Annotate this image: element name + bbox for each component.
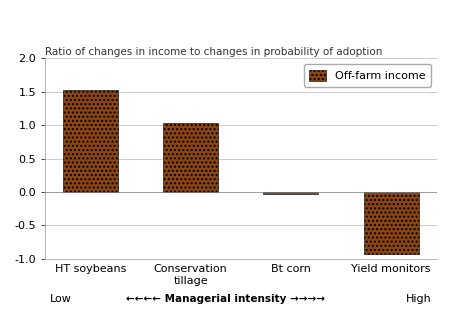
Bar — [263, 192, 319, 194]
Text: Managerially time-intensive technologies are associated
with lower off-farm inco: Managerially time-intensive technologies… — [7, 12, 432, 43]
Bar — [163, 123, 218, 192]
Text: ←←←← Managerial intensity →→→→: ←←←← Managerial intensity →→→→ — [126, 294, 324, 304]
Text: Ratio of changes in income to changes in probability of adoption: Ratio of changes in income to changes in… — [45, 47, 382, 57]
Text: Low: Low — [50, 294, 72, 304]
Bar — [364, 192, 418, 254]
Bar — [63, 90, 118, 192]
Text: High: High — [406, 294, 432, 304]
Legend: Off-farm income: Off-farm income — [304, 64, 431, 87]
